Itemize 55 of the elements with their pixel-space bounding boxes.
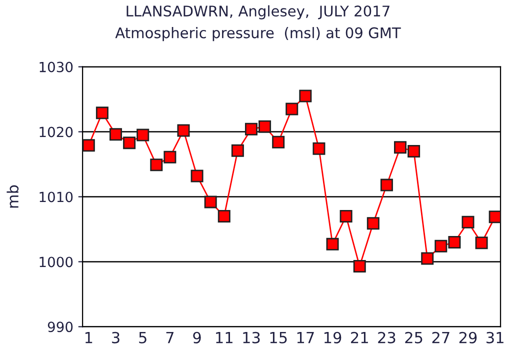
point	[82, 139, 95, 152]
point	[231, 144, 244, 157]
point	[366, 217, 380, 230]
x-tick-label: 1	[85, 332, 92, 344]
point	[312, 142, 326, 155]
point	[123, 136, 136, 150]
point	[462, 216, 474, 228]
point	[340, 210, 352, 222]
x-tick-label: 3	[112, 332, 120, 344]
point	[408, 145, 420, 158]
point	[394, 141, 407, 154]
point	[136, 128, 150, 142]
point	[164, 150, 176, 164]
x-tick-label: 29	[459, 332, 477, 344]
x-tick-label: 19	[324, 332, 342, 344]
x-tick-label: 7	[166, 332, 174, 344]
x-tick-label: 21	[351, 332, 368, 344]
x-tick-label: 5	[139, 332, 146, 344]
y-tick-label: 1000	[40, 256, 73, 268]
y-axis-title: mb	[6, 185, 19, 208]
point	[475, 236, 488, 250]
point	[190, 170, 204, 182]
point	[177, 124, 190, 137]
point	[272, 136, 285, 148]
x-tick-label: 13	[243, 332, 260, 344]
point	[421, 252, 434, 265]
point	[299, 90, 312, 102]
point	[244, 122, 258, 136]
point	[96, 106, 108, 120]
y-tick-label: 1030	[40, 62, 73, 72]
point	[150, 158, 163, 172]
point	[353, 260, 366, 273]
point	[258, 120, 272, 133]
point	[380, 178, 393, 192]
y-tick-label: 990	[48, 322, 73, 332]
x-tick-label: 9	[193, 332, 201, 344]
x-tick-label: 15	[270, 332, 287, 344]
x-tick-label: 17	[297, 332, 314, 344]
x-tick-label: 27	[432, 332, 450, 344]
y-tick-label: 1010	[40, 192, 73, 202]
point	[204, 196, 217, 208]
point	[286, 102, 298, 116]
point	[434, 240, 448, 252]
point	[218, 210, 230, 222]
x-tick-label: 25	[405, 332, 422, 344]
point	[326, 238, 339, 250]
x-tick-label: 11	[216, 332, 232, 344]
point	[488, 210, 501, 224]
point	[110, 128, 122, 141]
x-tick-label: 23	[378, 332, 396, 344]
chart-subtitle: Atmospheric pressure (msl) at 09 GMT	[115, 27, 401, 42]
x-tick-label: 31	[486, 332, 504, 344]
y-tick-label: 1020	[40, 126, 73, 138]
point	[448, 236, 461, 248]
chart-title: LLANSADWRN, Anglesey, JULY 2017	[126, 5, 390, 20]
